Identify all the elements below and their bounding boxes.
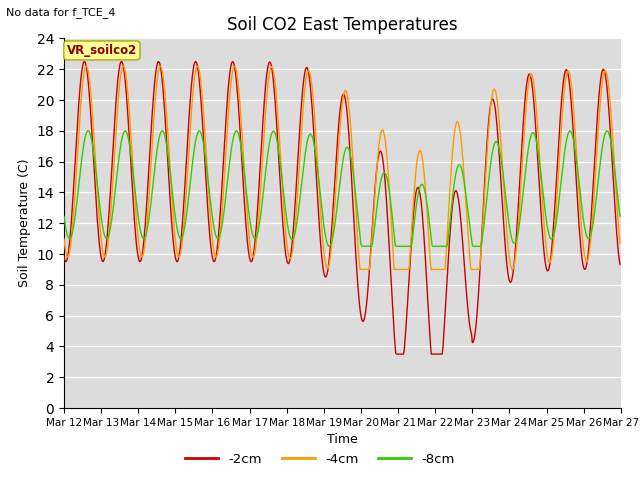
Title: Soil CO2 East Temperatures: Soil CO2 East Temperatures (227, 16, 458, 34)
Y-axis label: Soil Temperature (C): Soil Temperature (C) (18, 159, 31, 288)
Text: VR_soilco2: VR_soilco2 (67, 44, 137, 57)
Legend: -2cm, -4cm, -8cm: -2cm, -4cm, -8cm (179, 447, 461, 471)
Text: No data for f_TCE_4: No data for f_TCE_4 (6, 7, 116, 18)
X-axis label: Time: Time (327, 433, 358, 446)
